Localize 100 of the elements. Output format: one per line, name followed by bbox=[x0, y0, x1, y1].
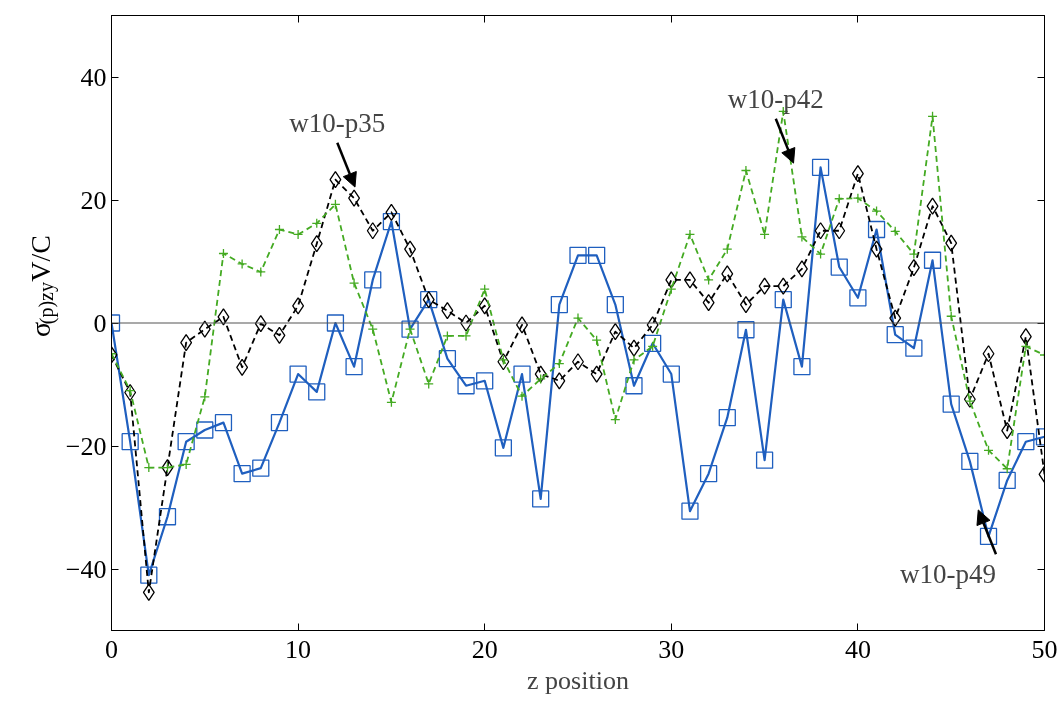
point bbox=[964, 395, 976, 407]
point bbox=[737, 321, 755, 339]
x-axis-title: z position bbox=[527, 665, 629, 695]
point bbox=[326, 314, 345, 332]
x-tick-label: 20 bbox=[471, 634, 498, 664]
point bbox=[457, 377, 475, 395]
point bbox=[233, 465, 251, 483]
point bbox=[905, 339, 923, 357]
point bbox=[814, 222, 827, 240]
point bbox=[423, 378, 434, 390]
point bbox=[703, 274, 714, 286]
point bbox=[348, 277, 360, 289]
point bbox=[516, 391, 528, 402]
point bbox=[774, 290, 792, 309]
y-tick-label: −40 bbox=[65, 554, 107, 584]
point bbox=[255, 266, 266, 278]
point bbox=[683, 271, 696, 289]
point bbox=[628, 354, 640, 366]
point bbox=[811, 158, 830, 177]
point bbox=[1017, 433, 1035, 451]
point bbox=[643, 334, 662, 352]
point bbox=[270, 413, 289, 432]
point bbox=[849, 289, 867, 307]
point bbox=[329, 171, 342, 189]
point bbox=[588, 246, 606, 264]
point bbox=[795, 260, 808, 278]
point bbox=[366, 222, 379, 240]
point bbox=[236, 258, 248, 270]
point bbox=[382, 212, 401, 231]
point bbox=[889, 309, 902, 327]
point bbox=[886, 326, 904, 344]
point bbox=[177, 433, 195, 451]
point bbox=[273, 326, 286, 344]
point bbox=[718, 409, 736, 427]
point bbox=[665, 271, 678, 289]
point bbox=[497, 353, 510, 371]
point bbox=[252, 459, 270, 477]
point bbox=[923, 251, 942, 269]
point bbox=[292, 229, 304, 240]
point bbox=[198, 320, 211, 338]
point bbox=[310, 235, 323, 253]
point bbox=[740, 165, 752, 176]
point bbox=[236, 358, 249, 376]
point bbox=[442, 330, 453, 342]
point bbox=[214, 413, 233, 432]
point bbox=[572, 312, 584, 324]
point bbox=[308, 383, 326, 401]
point bbox=[438, 350, 457, 368]
point bbox=[961, 452, 979, 471]
point bbox=[460, 330, 472, 342]
y-tick-label: −20 bbox=[65, 431, 107, 461]
point bbox=[404, 240, 417, 258]
point bbox=[907, 259, 920, 277]
point bbox=[121, 433, 139, 451]
x-tick-label: 10 bbox=[285, 634, 312, 664]
point bbox=[852, 193, 864, 204]
point bbox=[793, 358, 811, 376]
point bbox=[755, 451, 774, 469]
point bbox=[534, 365, 547, 383]
point bbox=[777, 277, 790, 295]
point bbox=[699, 465, 718, 483]
point bbox=[758, 277, 771, 295]
point bbox=[513, 365, 531, 383]
annotation: w10-p42 bbox=[727, 83, 824, 114]
point bbox=[721, 265, 734, 283]
point bbox=[292, 297, 305, 315]
point bbox=[998, 471, 1016, 490]
x-tick-label: 50 bbox=[1031, 634, 1058, 664]
y-tick-label: 40 bbox=[80, 62, 107, 92]
point bbox=[476, 372, 494, 390]
point bbox=[684, 229, 696, 240]
x-tick-label: 40 bbox=[844, 634, 871, 664]
point bbox=[180, 334, 193, 352]
point bbox=[606, 295, 624, 314]
point bbox=[830, 258, 848, 276]
point bbox=[815, 248, 826, 260]
point bbox=[289, 365, 307, 383]
point bbox=[702, 294, 715, 312]
point bbox=[908, 248, 920, 260]
point bbox=[942, 395, 960, 413]
point bbox=[590, 365, 603, 383]
point bbox=[945, 234, 958, 252]
point bbox=[662, 365, 680, 383]
point bbox=[681, 502, 699, 520]
annotation: w10-p49 bbox=[899, 559, 996, 590]
y-tick-label: 0 bbox=[93, 308, 107, 338]
point bbox=[870, 240, 883, 258]
point bbox=[926, 197, 939, 215]
point bbox=[441, 302, 454, 320]
point bbox=[364, 271, 382, 289]
point bbox=[345, 358, 363, 376]
point bbox=[625, 377, 643, 395]
x-tick-label: 30 bbox=[658, 634, 685, 664]
point bbox=[217, 308, 230, 326]
point bbox=[348, 189, 361, 207]
point bbox=[158, 508, 177, 526]
point bbox=[532, 490, 550, 508]
point bbox=[871, 205, 882, 217]
point bbox=[867, 220, 886, 239]
point bbox=[140, 566, 158, 584]
